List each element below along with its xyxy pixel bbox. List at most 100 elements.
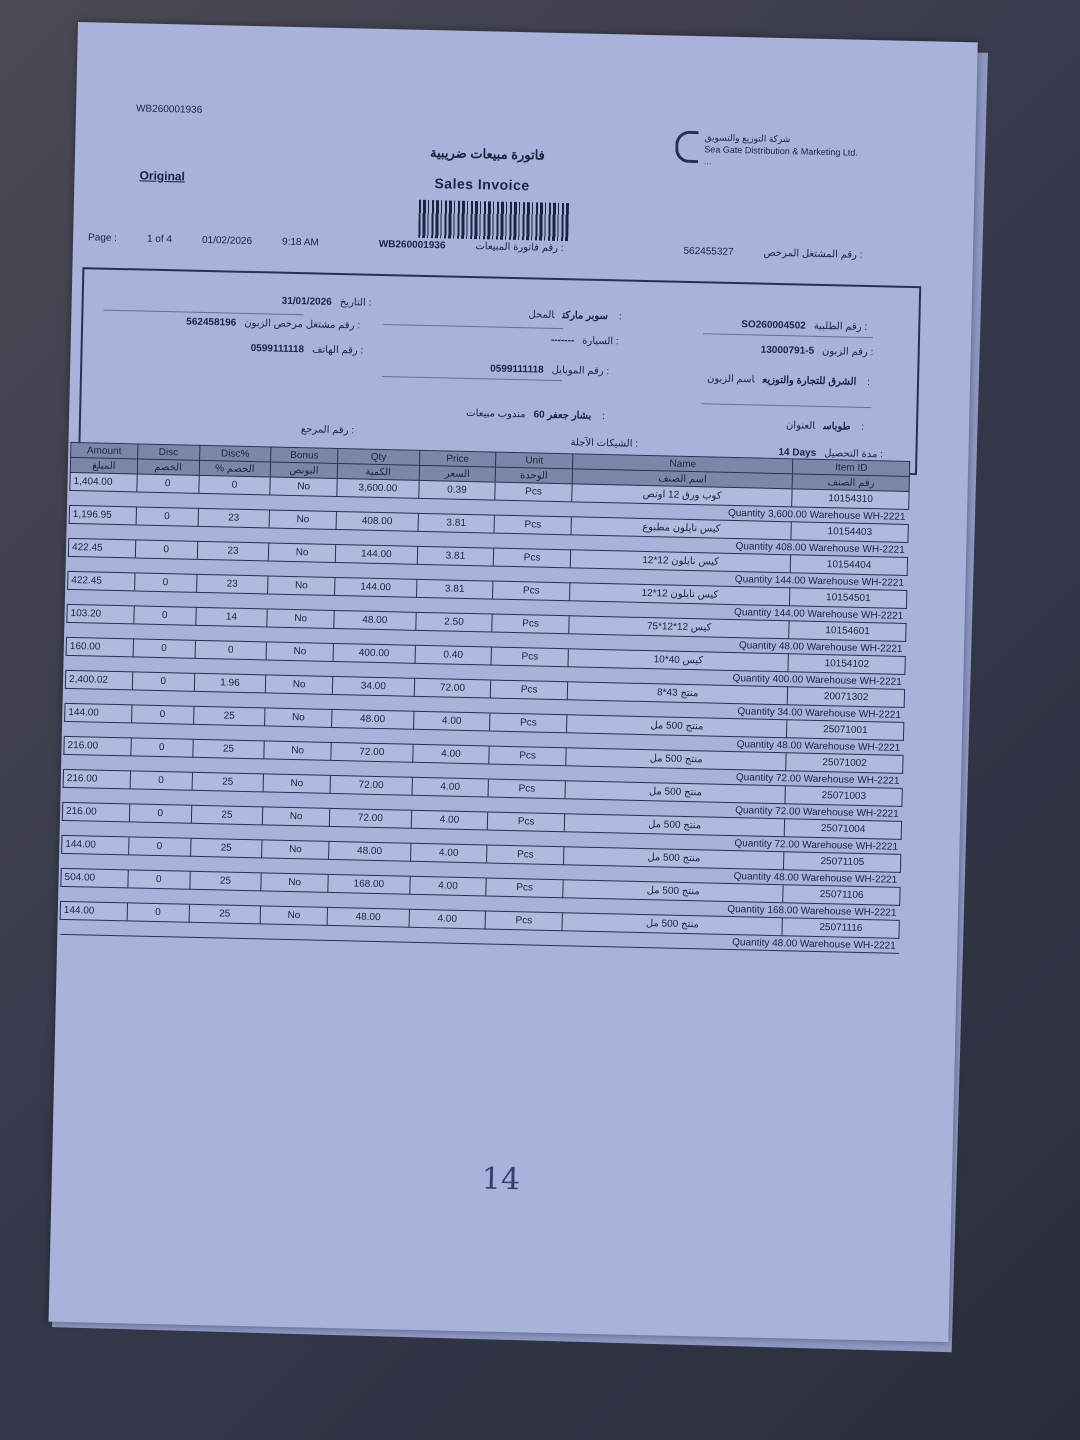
cell-amount: 216.00 <box>63 736 132 756</box>
copy-label: Original <box>139 168 186 184</box>
page-label: Page : <box>87 232 118 244</box>
customer-name-value: الشرق للتجارة والتوزيع <box>762 374 857 388</box>
cell-qty: 48.00 <box>327 907 410 928</box>
column-header: Bonus <box>270 446 338 464</box>
column-header: Amount <box>70 442 138 459</box>
column-header-ar: الوحدة <box>495 467 573 484</box>
cell-price: 2.50 <box>415 612 493 633</box>
cell-qty: 400.00 <box>333 643 416 664</box>
customer-number-label: رقم الزبون : <box>821 345 874 359</box>
cheques-label: الشيكات الآجلة : <box>570 437 639 450</box>
cell-price: 0.40 <box>414 645 492 666</box>
cell-price: 4.00 <box>408 909 486 929</box>
cell-price: 4.00 <box>410 843 488 863</box>
cell-qty: 168.00 <box>327 874 410 895</box>
cell-bonus: No <box>261 872 329 893</box>
cell-qty: 3,600.00 <box>336 478 419 499</box>
address-value: طوباس <box>823 421 851 433</box>
cell-qty: 408.00 <box>336 511 419 532</box>
page-value: 1 of 4 <box>146 233 173 246</box>
cell-amount: 144.00 <box>60 901 128 921</box>
cell-qty: 72.00 <box>330 775 413 796</box>
cell-disc-pct: 23 <box>196 574 269 594</box>
mobile-label: رقم الموبايل : <box>551 364 610 378</box>
logo-mark-icon <box>674 130 699 164</box>
invoice-page: WB260001936 شركة التوزيع والتسويق Sea Ga… <box>48 22 978 1343</box>
cell-bonus: No <box>264 707 332 728</box>
cell-unit: Pcs <box>492 581 570 601</box>
cell-unit: Pcs <box>486 877 564 898</box>
cell-price: 3.81 <box>416 546 494 567</box>
cell-disc: 0 <box>136 473 199 494</box>
cell-disc: 0 <box>135 506 199 527</box>
cell-amount: 504.00 <box>60 868 129 888</box>
cell-unit: Pcs <box>489 713 567 733</box>
cell-unit: Pcs <box>486 844 564 865</box>
cell-qty: 48.00 <box>328 841 411 862</box>
date-label: التاريخ : <box>339 297 372 309</box>
doc-number-top: WB260001936 <box>135 103 203 116</box>
car-label: السيارة : <box>582 335 619 348</box>
cell-price: 4.00 <box>410 810 488 831</box>
cell-unit: Pcs <box>492 614 570 634</box>
cell-qty: 72.00 <box>330 742 413 763</box>
cell-disc: 0 <box>131 704 194 725</box>
cell-bonus: No <box>261 839 329 860</box>
cell-amount: 1,196.95 <box>69 505 137 525</box>
cell-bonus: No <box>270 476 338 497</box>
cell-disc-pct: 14 <box>195 607 268 627</box>
phone-label: رقم الهاتف : <box>311 344 364 357</box>
cell-bonus: No <box>269 509 337 530</box>
cell-amount: 144.00 <box>64 703 132 723</box>
column-header: Disc <box>137 443 200 461</box>
phone-value: 0599111118 <box>250 343 305 356</box>
mobile-value: 0599111118 <box>490 363 544 376</box>
cell-disc-pct: 25 <box>191 772 264 792</box>
cell-amount: 103.20 <box>66 604 135 624</box>
cell-amount: 1,404.00 <box>69 472 138 492</box>
cell-unit: Pcs <box>488 779 566 799</box>
cell-bonus: No <box>264 740 332 761</box>
cell-disc-pct: 25 <box>192 739 265 759</box>
cell-unit: Pcs <box>485 910 563 931</box>
customer-number-value: 13000791-5 <box>760 344 815 357</box>
column-header-ar: % الخصم <box>198 460 271 477</box>
column-header-ar: المبلغ <box>70 457 138 474</box>
invoice-number-label: رقم فاتورة المبيعات : <box>475 241 564 255</box>
cell-bonus: No <box>262 806 330 827</box>
cell-price: 4.00 <box>409 876 487 896</box>
cell-qty: 72.00 <box>329 808 412 829</box>
column-header: Disc% <box>199 445 272 462</box>
cell-disc-pct: 25 <box>188 904 261 924</box>
cell-amount: 160.00 <box>66 637 134 657</box>
cell-unit: Pcs <box>495 482 573 502</box>
cell-disc: 0 <box>127 869 190 890</box>
cell-qty: 34.00 <box>332 676 415 697</box>
cell-unit: Pcs <box>491 647 569 667</box>
cell-amount: 216.00 <box>62 802 130 822</box>
cell-disc: 0 <box>129 803 192 824</box>
cell-disc: 0 <box>132 638 196 659</box>
column-header-ar: الخصم <box>137 458 200 476</box>
reference-label: رقم المرجع : <box>300 424 355 437</box>
title-arabic: فاتورة مبيعات ضريبية <box>429 145 546 163</box>
cell-disc: 0 <box>126 902 190 923</box>
cell-qty: 48.00 <box>331 709 414 730</box>
cell-disc-pct: 25 <box>189 871 262 891</box>
cell-bonus: No <box>263 773 331 794</box>
cell-amount: 422.45 <box>67 571 135 591</box>
cell-price: 4.00 <box>411 777 489 798</box>
cell-qty: 144.00 <box>335 544 418 565</box>
date-value: 31/01/2026 <box>281 295 332 308</box>
cell-disc: 0 <box>133 605 196 626</box>
shop-value: سوبر ماركت <box>562 310 609 323</box>
cell-bonus: No <box>267 608 335 629</box>
handwritten-note: 14 <box>481 1161 521 1198</box>
print-time: 9:18 AM <box>281 236 319 249</box>
cell-disc: 0 <box>134 572 197 593</box>
cell-bonus: No <box>260 905 328 926</box>
salesman-value: بشار جعفر 60 <box>533 409 592 422</box>
cell-disc-pct: 23 <box>196 541 269 561</box>
cell-unit: Pcs <box>487 812 565 832</box>
cell-disc: 0 <box>129 770 193 791</box>
